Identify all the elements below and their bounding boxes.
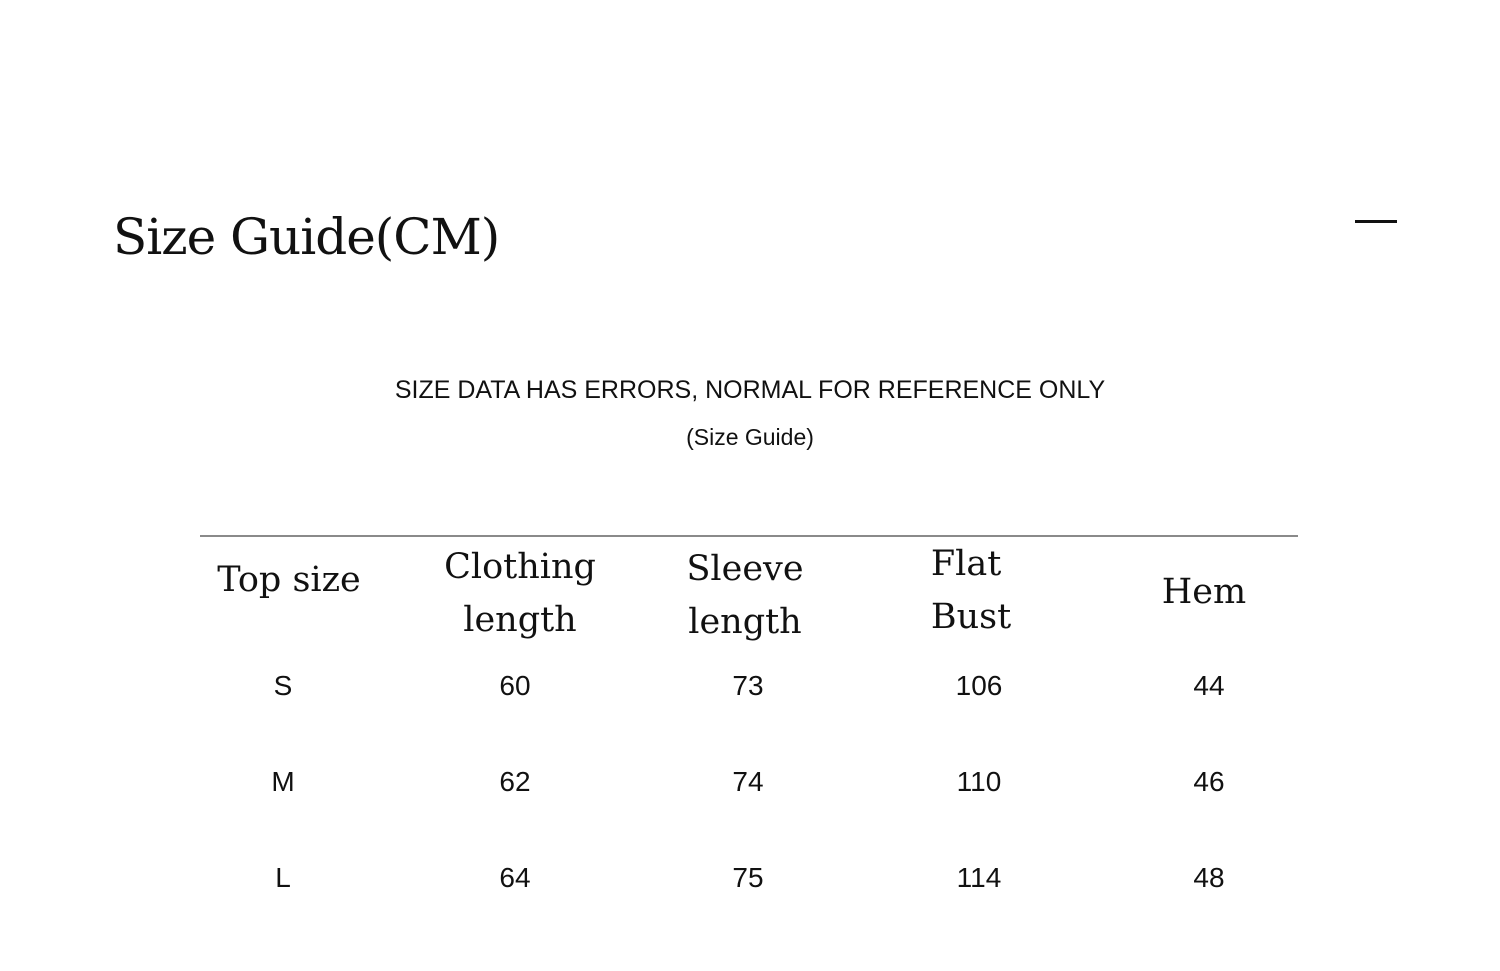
page-title: Size Guide(CM)	[113, 208, 500, 266]
header-clothing-length: Clothing length	[444, 541, 596, 647]
cell-clothing-length: 60	[499, 670, 531, 701]
header-text: length	[463, 600, 577, 640]
cell-sleeve-length: 73	[732, 670, 764, 701]
header-text: length	[688, 602, 802, 642]
header-top-size: Top size	[217, 554, 361, 607]
subtitle: (Size Guide)	[686, 424, 814, 450]
header-flat-bust: Flat Bust	[931, 538, 1011, 644]
header-sleeve-length: Sleeve length	[686, 543, 803, 649]
table-divider	[200, 535, 1298, 537]
cell-clothing-length: 64	[499, 862, 531, 893]
cell-hem: 44	[1193, 670, 1225, 701]
cell-size: L	[275, 862, 291, 893]
header-text: Flat	[930, 544, 1002, 584]
cell-flat-bust: 114	[956, 862, 1002, 893]
header-text: Top size	[217, 560, 361, 600]
header-text: Bust	[930, 597, 1012, 637]
cell-sleeve-length: 74	[732, 766, 764, 797]
cell-size: S	[273, 670, 293, 701]
disclaimer-text: SIZE DATA HAS ERRORS, NORMAL FOR REFEREN…	[394, 376, 1106, 404]
cell-sleeve-length: 75	[732, 862, 764, 893]
header-text: Hem	[1161, 572, 1247, 612]
header-text: Clothing	[444, 547, 596, 587]
cell-size: M	[271, 766, 295, 797]
cell-hem: 48	[1193, 862, 1225, 893]
cell-hem: 46	[1193, 766, 1225, 797]
cell-flat-bust: 106	[955, 670, 1003, 701]
header-hem: Hem	[1162, 566, 1246, 619]
collapse-icon[interactable]	[1355, 220, 1397, 223]
cell-flat-bust: 110	[956, 766, 1002, 797]
header-text: Sleeve	[686, 549, 804, 589]
cell-clothing-length: 62	[499, 766, 531, 797]
